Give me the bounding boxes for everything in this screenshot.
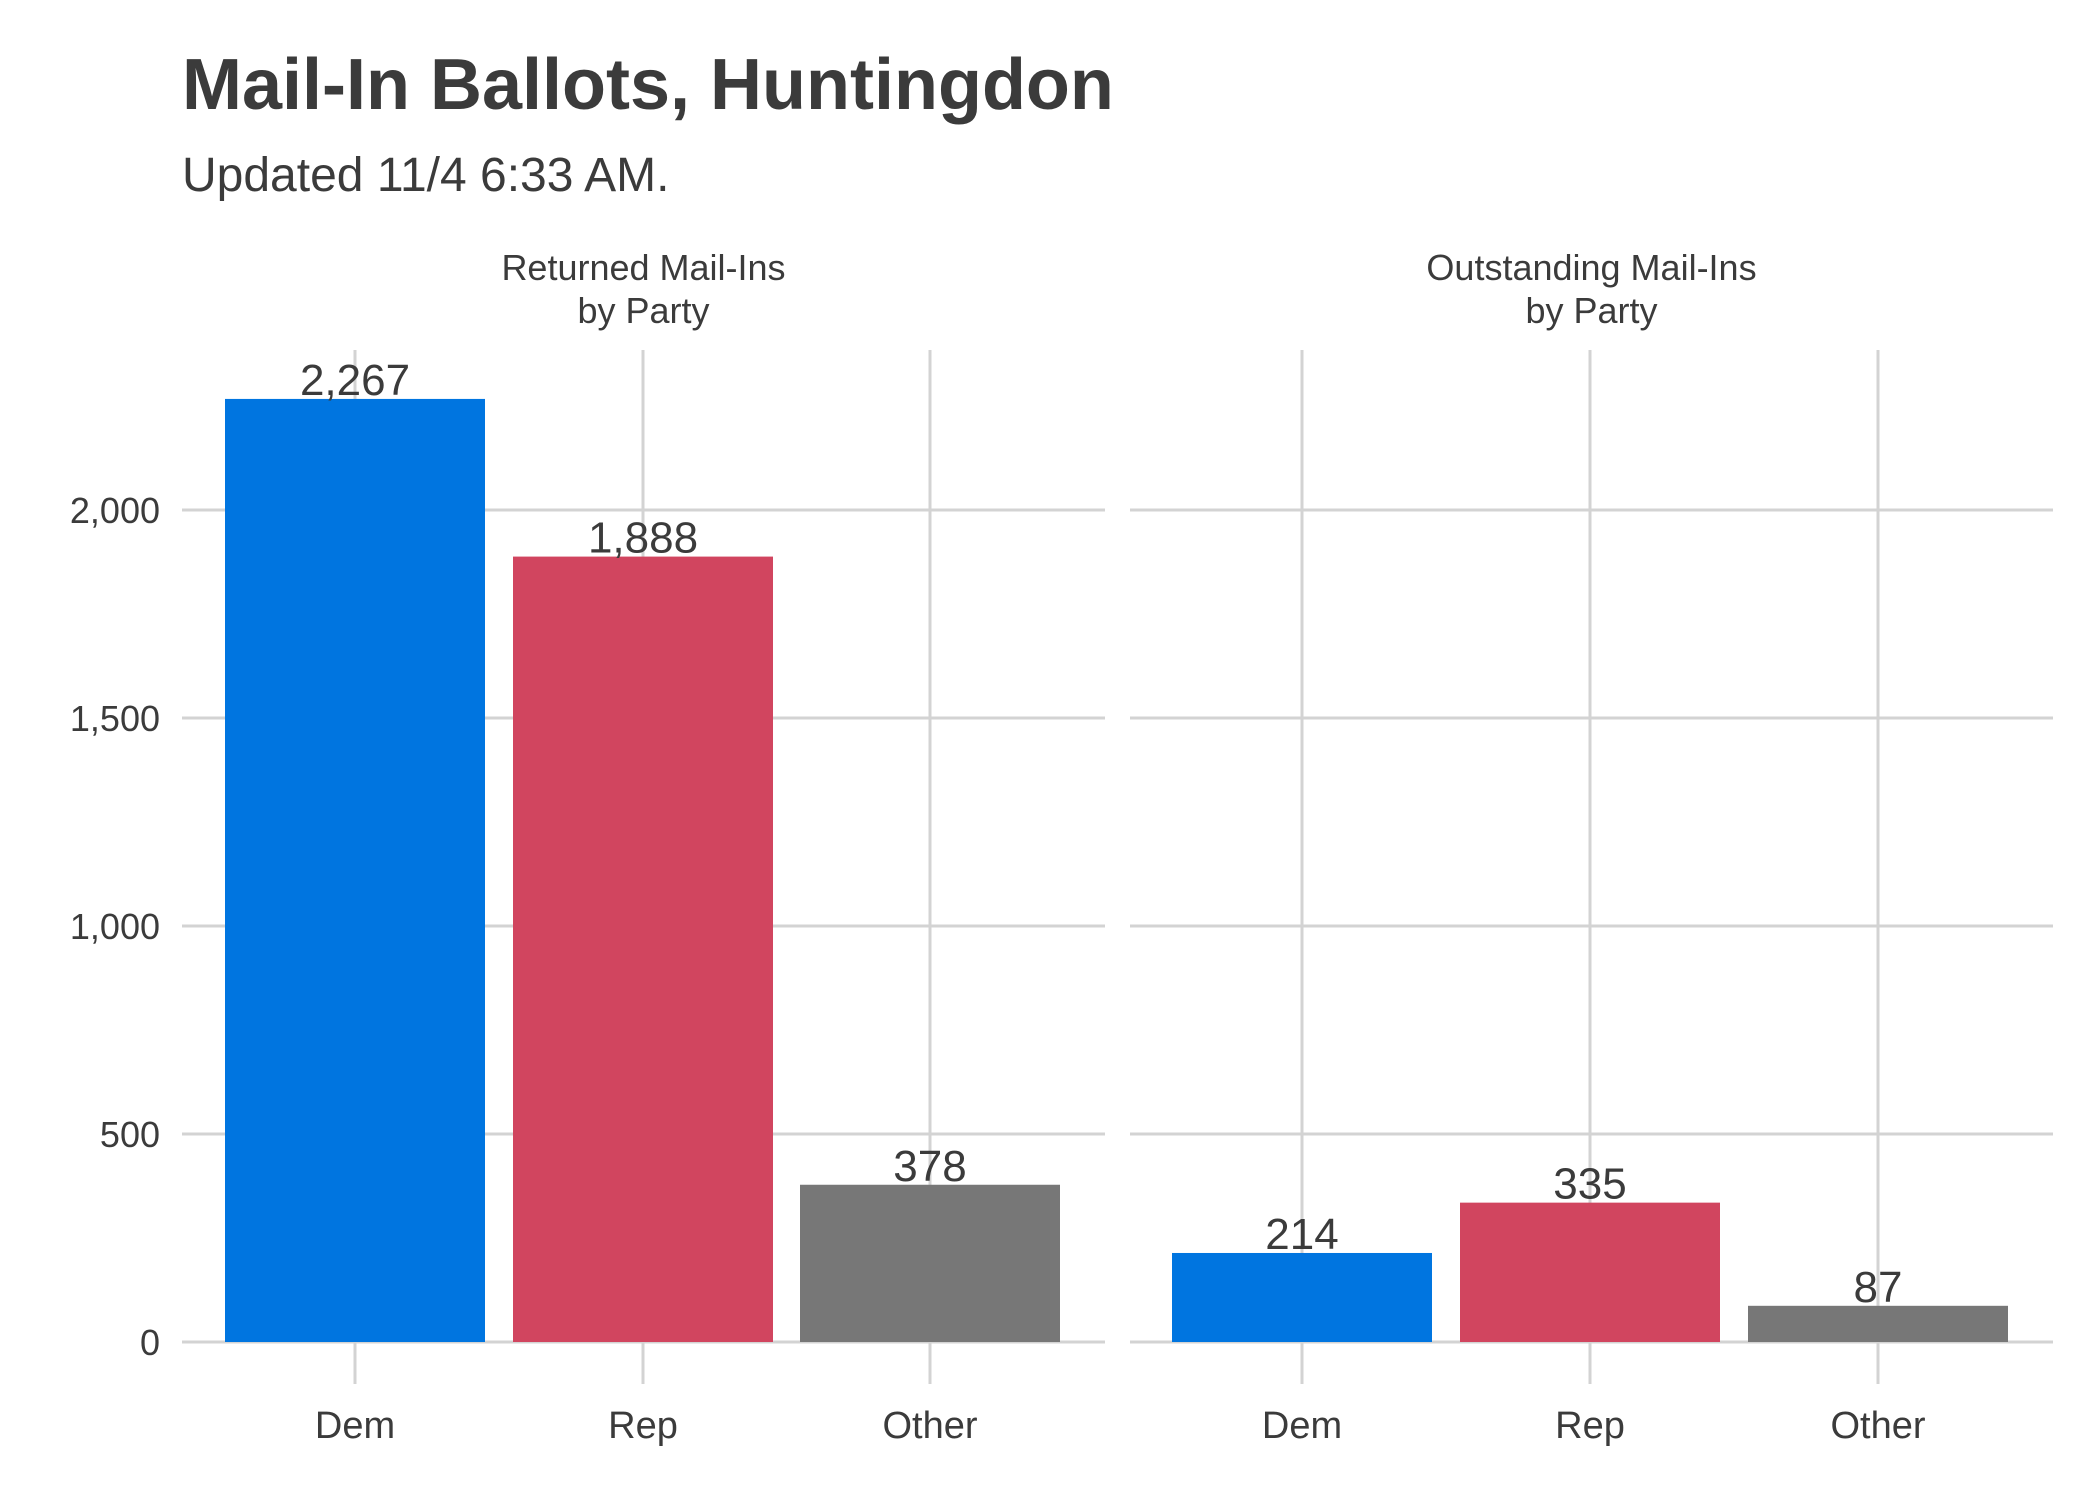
returned-bar-other xyxy=(800,1184,1060,1342)
y-tick-label: 2,000 xyxy=(70,490,160,531)
outstanding-bar-rep xyxy=(1460,1202,1720,1342)
chart-title: Mail-In Ballots, Huntingdon xyxy=(182,45,1114,125)
outstanding-panel-title: by Party xyxy=(1525,290,1657,331)
returned-panel-title: by Party xyxy=(577,290,709,331)
outstanding-panel-title: Outstanding Mail-Ins xyxy=(1426,247,1756,288)
outstanding-bar-other xyxy=(1748,1305,2008,1342)
outstanding-category-label-rep: Rep xyxy=(1555,1405,1625,1447)
outstanding-category-label-other: Other xyxy=(1830,1405,1925,1447)
y-tick-label: 0 xyxy=(140,1322,160,1363)
returned-category-label-other: Other xyxy=(882,1405,977,1447)
y-tick-label: 1,500 xyxy=(70,698,160,739)
outstanding-category-label-dem: Dem xyxy=(1262,1405,1342,1447)
outstanding-value-label-other: 87 xyxy=(1854,1263,1903,1312)
returned-panel-title: Returned Mail-Ins xyxy=(501,247,785,288)
y-tick-label: 500 xyxy=(100,1114,160,1155)
chart-subtitle: Updated 11/4 6:33 AM. xyxy=(182,149,670,202)
returned-bar-rep xyxy=(513,556,773,1342)
returned-category-label-rep: Rep xyxy=(608,1405,678,1447)
outstanding-bar-dem xyxy=(1172,1252,1432,1342)
outstanding-value-label-rep: 335 xyxy=(1553,1160,1626,1209)
returned-value-label-other: 378 xyxy=(893,1142,966,1191)
returned-category-label-dem: Dem xyxy=(315,1405,395,1447)
returned-value-label-dem: 2,267 xyxy=(300,356,410,405)
returned-bar-dem xyxy=(225,398,485,1343)
y-tick-label: 1,000 xyxy=(70,906,160,947)
returned-value-label-rep: 1,888 xyxy=(588,514,698,563)
outstanding-value-label-dem: 214 xyxy=(1265,1210,1338,1259)
